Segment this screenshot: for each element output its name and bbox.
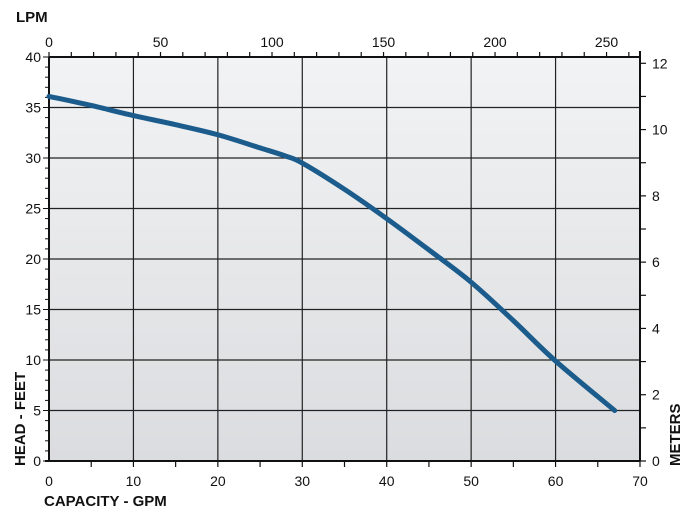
- y2-axis-label: METERS: [667, 403, 684, 466]
- x-tick-label: 50: [463, 473, 479, 489]
- x2-tick-label: 0: [45, 34, 53, 50]
- y-tick-label: 5: [33, 403, 41, 419]
- x-tick-label: 40: [379, 473, 395, 489]
- x-tick-label: 70: [632, 473, 648, 489]
- x2-tick-label: 100: [260, 34, 284, 50]
- x2-axis-label: LPM: [16, 9, 48, 26]
- y2-tick-label: 0: [652, 453, 660, 469]
- x-tick-label: 20: [210, 473, 226, 489]
- y2-tick-label: 10: [652, 122, 668, 138]
- x-tick-label: 60: [548, 473, 564, 489]
- y2-tick-label: 6: [652, 254, 660, 270]
- x-axis-label: CAPACITY - GPM: [44, 493, 167, 510]
- x2-tick-label: 200: [483, 34, 507, 50]
- y-tick-label: 35: [25, 100, 41, 116]
- y-tick-label: 25: [25, 201, 41, 217]
- y2-tick-label: 2: [652, 387, 660, 403]
- x2-tick-label: 250: [595, 34, 619, 50]
- x-tick-label: 30: [294, 473, 310, 489]
- y-tick-label: 0: [33, 453, 41, 469]
- y-tick-label: 10: [25, 352, 41, 368]
- y-tick-label: 40: [25, 49, 41, 65]
- x-tick-label: 0: [45, 473, 53, 489]
- y2-tick-label: 4: [652, 320, 660, 336]
- x2-tick-label: 150: [372, 34, 396, 50]
- y-tick-label: 15: [25, 302, 41, 318]
- y-tick-label: 20: [25, 251, 41, 267]
- x2-tick-label: 50: [153, 34, 169, 50]
- y2-tick-label: 12: [652, 55, 668, 71]
- x-tick-label: 10: [126, 473, 142, 489]
- y2-tick-label: 8: [652, 188, 660, 204]
- y-tick-label: 30: [25, 150, 41, 166]
- y-axis-label: HEAD - FEET: [12, 372, 29, 466]
